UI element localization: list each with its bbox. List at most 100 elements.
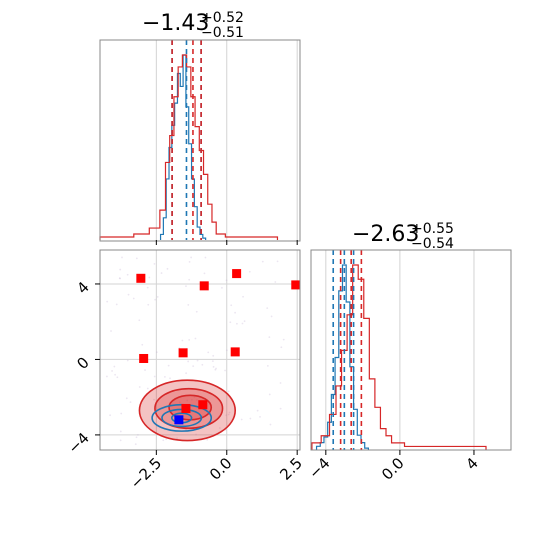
marginal-y-frame (310, 249, 512, 451)
joint-sample-point (188, 260, 191, 263)
marginal-y-tick-label: 0.0 (378, 454, 408, 484)
joint-sample-point (181, 339, 184, 342)
joint-sample-point (134, 443, 137, 446)
joint-sample-point (225, 414, 228, 417)
joint-sample-point (167, 364, 170, 367)
joint-sample-point (106, 300, 109, 303)
joint-sample-point (212, 365, 215, 368)
joint-sample-point (148, 276, 151, 279)
joint-sample-point (196, 399, 198, 401)
marginal-x-title-sup: +0.52 (201, 10, 244, 26)
marginal-y-tick-label: −4 (305, 454, 333, 482)
joint-y-tick-label: −4 (64, 429, 92, 457)
joint-sample-point (135, 436, 138, 439)
joint-sample-point (165, 438, 168, 441)
marginal-x-frame (99, 39, 301, 242)
joint-sample-point (187, 360, 190, 363)
joint-sample-point (204, 256, 207, 259)
joint-red-marker (230, 347, 240, 357)
joint-sample-point (279, 407, 282, 410)
joint-sample-point (126, 359, 129, 362)
joint-sample-point (106, 375, 108, 378)
joint-sample-point (185, 285, 187, 288)
joint-sample-point (227, 390, 230, 393)
joint-panel: −2.5 0.0 2.5 −4 0 4 (64, 249, 306, 493)
joint-red-marker (139, 353, 149, 363)
joint-sample-point (228, 411, 231, 414)
marginal-y-series-0 (315, 264, 370, 450)
joint-sample-point (185, 372, 188, 375)
joint-sample-point (169, 377, 171, 380)
joint-sample-point (162, 439, 165, 442)
joint-sample-point (163, 375, 166, 378)
joint-sample-point (115, 303, 118, 306)
joint-sample-point (207, 351, 210, 354)
marginal-y-title: −2.63 (352, 222, 419, 247)
joint-sample-point (146, 387, 149, 390)
joint-sample-point (241, 322, 244, 325)
joint-red-marker (232, 269, 242, 279)
joint-sample-point (192, 365, 195, 368)
joint-sample-point (266, 365, 269, 367)
joint-sample-point (215, 367, 217, 370)
joint-sample-point (146, 286, 149, 289)
joint-red-marker (198, 400, 208, 410)
joint-sample-point (127, 293, 130, 296)
joint-sample-point (119, 268, 122, 271)
joint-sample-point (230, 304, 233, 307)
joint-sample-point (203, 272, 206, 275)
joint-sample-point (176, 437, 178, 440)
joint-sample-point (243, 320, 246, 323)
joint-sample-point (269, 423, 272, 426)
joint-sample-point (196, 359, 199, 362)
joint-red-marker (199, 281, 209, 291)
joint-sample-point (212, 354, 215, 357)
joint-sample-point (118, 277, 121, 279)
joint-sample-point (188, 339, 191, 341)
joint-sample-point (154, 298, 157, 301)
joint-sample-point (234, 311, 236, 314)
joint-y-tick-label: 4 (73, 278, 92, 297)
marginal-y-title-sub: −0.54 (411, 236, 454, 252)
joint-sample-point (218, 427, 221, 429)
joint-sample-point (153, 262, 156, 265)
joint-sample-point (236, 322, 238, 325)
marginal-x-title: −1.43 (142, 11, 209, 36)
marginal-x-grid (155, 40, 298, 240)
marginal-x-quantiles (171, 40, 202, 240)
joint-sample-point (119, 430, 122, 433)
marginal-y-title-sup: +0.55 (411, 221, 454, 237)
joint-sample-point (111, 370, 113, 372)
marginal-x-ticks (155, 240, 298, 245)
joint-sample-point (129, 401, 132, 403)
joint-sample-point (227, 413, 230, 416)
joint-red-marker (178, 348, 188, 358)
joint-sample-point (109, 414, 112, 417)
joint-sample-point (195, 310, 198, 313)
joint-scatter-cloud (106, 256, 285, 446)
joint-sample-point (190, 256, 193, 259)
joint-sample-point (138, 319, 141, 322)
joint-sample-point (221, 286, 223, 289)
joint-sample-point (261, 260, 264, 263)
joint-sample-point (114, 373, 117, 376)
joint-frame (99, 249, 301, 451)
joint-red-marker (181, 403, 191, 413)
joint-sample-point (136, 433, 139, 436)
joint-sample-point (160, 272, 163, 274)
joint-sample-point (249, 417, 252, 420)
marginal-y-ticks: −4 0.0 4 (305, 450, 482, 484)
marginal-x-panel: −1.43 +0.52 −0.51 (99, 10, 301, 245)
marginal-y-series (311, 264, 487, 450)
joint-red-marker (136, 273, 146, 283)
joint-sample-point (240, 418, 243, 421)
joint-sample-point (259, 415, 261, 418)
joint-sample-point (135, 257, 138, 260)
joint-sample-point (178, 401, 181, 404)
joint-x-tick-label: 0.0 (206, 454, 236, 484)
joint-sample-point (110, 330, 112, 332)
joint-sample-point (270, 315, 273, 318)
joint-sample-point (274, 281, 277, 283)
joint-sample-point (280, 346, 283, 349)
marginal-y-tick-label: 4 (462, 454, 481, 473)
